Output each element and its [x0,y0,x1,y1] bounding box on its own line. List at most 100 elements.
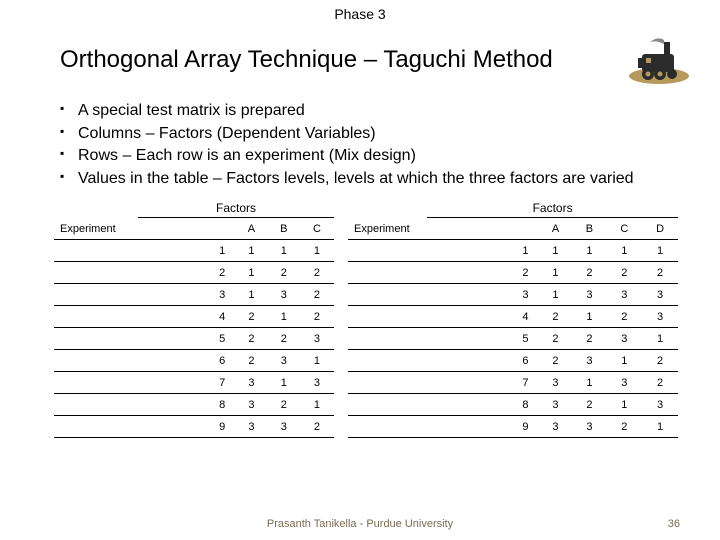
table-right-block: Factors ExperimentABCD111112122231333421… [348,198,678,438]
table-row: 73132 [348,372,678,394]
table-row: 21222 [348,262,678,284]
table-row: 42123 [348,306,678,328]
orthogonal-table-left: ExperimentABC111121223132421252236231731… [54,218,334,438]
cell-value: 1 [572,306,606,328]
cell-value: 2 [268,328,300,350]
cell-experiment: 3 [54,284,235,306]
cell-value: 1 [268,372,300,394]
table-row: 52231 [348,328,678,350]
col-c: C [300,218,334,240]
table-row: 93321 [348,416,678,438]
cell-value: 2 [235,306,267,328]
cell-value: 3 [572,350,606,372]
cell-experiment: 4 [348,306,539,328]
table-row: 6231 [54,350,334,372]
col-experiment: Experiment [54,218,235,240]
orthogonal-table-right: ExperimentABCD11111212223133342123522316… [348,218,678,438]
tables-container: Factors ExperimentABC1111212231324212522… [0,198,720,438]
cell-value: 3 [235,372,267,394]
col-b: B [572,218,606,240]
cell-value: 3 [642,284,678,306]
cell-experiment: 9 [348,416,539,438]
cell-value: 3 [300,328,334,350]
cell-value: 3 [606,372,642,394]
cell-value: 1 [642,328,678,350]
cell-value: 1 [606,240,642,262]
cell-value: 1 [572,372,606,394]
factors-label-left: Factors [138,198,334,218]
cell-experiment: 6 [348,350,539,372]
cell-value: 2 [642,262,678,284]
cell-value: 1 [235,284,267,306]
cell-experiment: 7 [348,372,539,394]
phase-label: Phase 3 [0,0,720,22]
cell-value: 1 [300,394,334,416]
cell-value: 1 [642,416,678,438]
cell-experiment: 9 [54,416,235,438]
cell-value: 2 [539,328,573,350]
cell-value: 1 [606,394,642,416]
cell-experiment: 4 [54,306,235,328]
cell-value: 2 [300,306,334,328]
slide-number: 36 [668,518,680,530]
factors-label-right: Factors [427,198,678,218]
footer-author: Prasanth Tanikella - Purdue University [267,518,453,530]
table-row: 31333 [348,284,678,306]
cell-value: 2 [300,262,334,284]
cell-value: 2 [572,394,606,416]
table-row: 83213 [348,394,678,416]
table-row: 5223 [54,328,334,350]
cell-value: 2 [235,328,267,350]
cell-value: 1 [642,240,678,262]
table-row: 62312 [348,350,678,372]
cell-value: 2 [539,350,573,372]
cell-value: 2 [235,350,267,372]
cell-value: 1 [606,350,642,372]
cell-value: 1 [300,350,334,372]
cell-value: 1 [539,240,573,262]
cell-experiment: 8 [348,394,539,416]
col-a: A [539,218,573,240]
cell-value: 2 [268,262,300,284]
cell-value: 2 [642,350,678,372]
table-row: 7313 [54,372,334,394]
cell-experiment: 1 [54,240,235,262]
title-row: Orthogonal Array Technique – Taguchi Met… [0,22,720,90]
cell-value: 2 [300,416,334,438]
page-title: Orthogonal Array Technique – Taguchi Met… [60,46,553,74]
table-row: 1111 [54,240,334,262]
cell-value: 2 [572,328,606,350]
table-row: 2122 [54,262,334,284]
table-row: 8321 [54,394,334,416]
cell-experiment: 2 [348,262,539,284]
cell-value: 3 [300,372,334,394]
bullet-item: Values in the table – Factors levels, le… [60,168,690,190]
cell-value: 2 [300,284,334,306]
col-c: C [606,218,642,240]
cell-value: 3 [268,416,300,438]
cell-value: 1 [235,262,267,284]
bullet-item: A special test matrix is prepared [60,100,690,122]
cell-value: 3 [606,284,642,306]
cell-value: 3 [268,284,300,306]
cell-value: 3 [642,306,678,328]
cell-value: 3 [642,394,678,416]
bullet-list: A special test matrix is preparedColumns… [0,90,720,198]
table-row: 3132 [54,284,334,306]
cell-value: 3 [235,416,267,438]
cell-experiment: 1 [348,240,539,262]
cell-value: 1 [300,240,334,262]
bullet-item: Rows – Each row is an experiment (Mix de… [60,145,690,167]
cell-value: 3 [539,394,573,416]
cell-value: 2 [572,262,606,284]
cell-value: 3 [235,394,267,416]
cell-experiment: 6 [54,350,235,372]
table-row: 4212 [54,306,334,328]
bullet-item: Columns – Factors (Dependent Variables) [60,123,690,145]
cell-value: 1 [539,262,573,284]
col-d: D [642,218,678,240]
cell-value: 1 [572,240,606,262]
cell-experiment: 2 [54,262,235,284]
table-row: 11111 [348,240,678,262]
col-a: A [235,218,267,240]
